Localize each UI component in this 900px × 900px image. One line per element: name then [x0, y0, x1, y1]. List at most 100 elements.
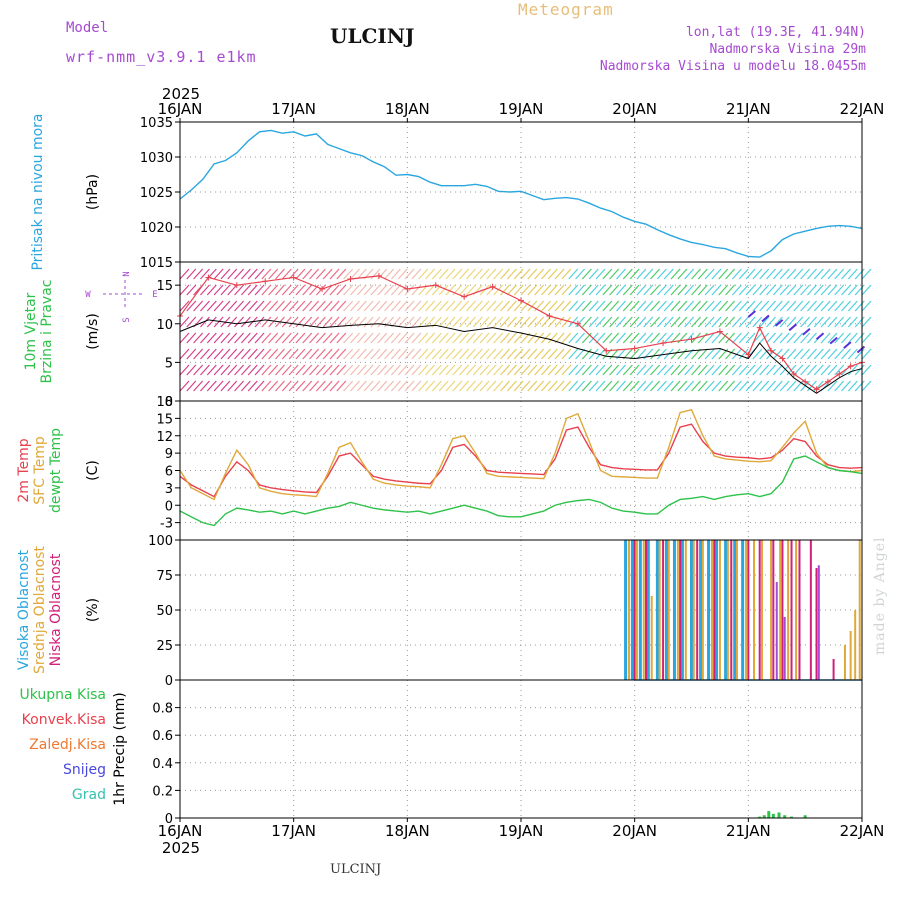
wind-barb	[581, 268, 592, 280]
wind-barb	[677, 284, 688, 296]
wind-barb	[656, 332, 667, 344]
wind-barb	[806, 284, 817, 296]
wind-barb	[479, 300, 490, 312]
wind-barb	[747, 310, 756, 318]
y-axis-unit: 1hr Precip (mm)	[112, 692, 128, 805]
wind-barb	[309, 316, 320, 328]
wind-barb	[711, 332, 722, 344]
wind-barb	[800, 332, 811, 344]
wind-barb	[261, 284, 272, 296]
wind-barb	[500, 348, 510, 360]
wind-barb	[854, 380, 865, 392]
wind-barb	[486, 316, 497, 328]
wind-barb	[206, 316, 217, 328]
station-title: ULCINJ	[330, 24, 415, 48]
y-axis-unit: (m/s)	[85, 313, 101, 350]
wind-barb	[418, 316, 429, 328]
wind-gust-marker	[603, 347, 610, 354]
wind-barb	[602, 300, 613, 312]
series-line	[179, 408, 863, 501]
wind-barb	[602, 268, 613, 280]
wind-barb	[684, 316, 695, 328]
wind-barb	[697, 316, 708, 328]
compass-west: W	[85, 290, 91, 300]
wind-barb	[315, 300, 326, 312]
wind-barb	[697, 364, 708, 376]
wind-barb	[520, 364, 531, 376]
wind-barb	[609, 300, 620, 312]
wind-barb	[322, 268, 333, 280]
wind-barb	[329, 348, 340, 360]
wind-barb	[404, 332, 415, 344]
wind-barb	[766, 316, 776, 328]
x-tick-label: 20JAN	[612, 100, 657, 118]
wind-barb	[397, 316, 408, 328]
wind-barb	[800, 316, 811, 328]
wind-barb	[772, 268, 783, 280]
wind-barb	[691, 316, 701, 328]
wind-barb	[718, 364, 729, 376]
wind-barb	[656, 268, 667, 280]
wind-barb	[650, 332, 661, 344]
wind-barb	[452, 364, 463, 376]
x-year-label: 2025	[162, 85, 200, 103]
wind-barb	[295, 364, 306, 376]
wind-barb	[588, 284, 599, 296]
wind-barb	[568, 300, 579, 312]
wind-barb	[650, 348, 661, 360]
wind-barb	[861, 332, 872, 344]
wind-barb	[465, 316, 476, 328]
wind-barb	[404, 316, 415, 328]
wind-barb	[329, 316, 340, 328]
wind-barb	[472, 316, 483, 328]
wind-barb	[616, 332, 626, 344]
wind-barb	[670, 316, 681, 328]
y-axis-label: SFC Temp	[32, 436, 48, 505]
wind-barb	[636, 300, 647, 312]
wind-barb	[315, 332, 326, 344]
wind-barb	[636, 268, 647, 280]
wind-barb	[588, 332, 599, 344]
wind-barb	[465, 348, 476, 360]
wind-barb	[622, 300, 633, 312]
wind-barb	[479, 348, 490, 360]
wind-gust-marker	[546, 313, 553, 320]
x-tick-label: 19JAN	[499, 100, 544, 118]
wind-barb	[234, 284, 245, 296]
series-line	[179, 129, 863, 258]
wind-barb	[459, 284, 470, 296]
wind-barb	[772, 348, 783, 360]
wind-barb	[363, 316, 374, 328]
wind-barb	[527, 284, 538, 296]
wind-barb	[609, 364, 620, 376]
wind-barb	[302, 348, 313, 360]
wind-barb	[827, 300, 838, 312]
y-tick-label: 0	[165, 499, 173, 514]
wind-barb	[486, 332, 497, 344]
wind-barb	[861, 300, 872, 312]
wind-barb	[622, 332, 633, 344]
wind-barb	[704, 268, 715, 280]
wind-barb	[759, 268, 770, 280]
wind-barb	[445, 316, 456, 328]
wind-barb	[281, 364, 292, 376]
wind-barb	[534, 268, 545, 280]
wind-gust-marker	[233, 282, 240, 289]
grid-layer	[180, 122, 862, 818]
wind-barb	[418, 364, 429, 376]
wind-barb	[759, 348, 770, 360]
wind-barb	[656, 300, 667, 312]
wind-barb	[315, 364, 326, 376]
wind-barb	[534, 348, 545, 360]
wind-barb	[438, 380, 449, 392]
wind-barb	[268, 316, 279, 328]
wind-barb	[240, 284, 251, 296]
wind-barb	[843, 341, 852, 349]
compass-east: E	[152, 290, 157, 300]
wind-barb	[820, 300, 831, 312]
wind-barb	[752, 268, 763, 280]
wind-barb	[806, 332, 817, 344]
wind-barb	[186, 364, 197, 376]
wind-barb	[336, 364, 347, 376]
wind-barb	[431, 268, 442, 280]
